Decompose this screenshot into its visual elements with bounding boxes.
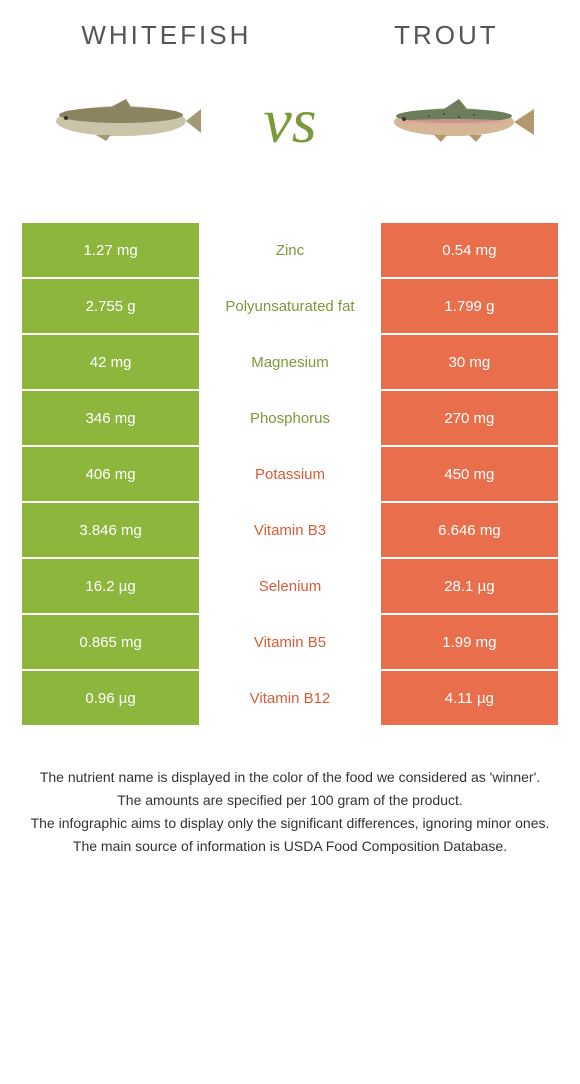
table-row: 406 mgPotassium450 mg bbox=[21, 446, 559, 502]
nutrient-name: Vitamin B5 bbox=[200, 614, 380, 670]
right-value: 30 mg bbox=[380, 334, 559, 390]
right-value: 0.54 mg bbox=[380, 222, 559, 278]
table-row: 0.865 mgVitamin B51.99 mg bbox=[21, 614, 559, 670]
left-value: 0.865 mg bbox=[21, 614, 200, 670]
table-row: 3.846 mgVitamin B36.646 mg bbox=[21, 502, 559, 558]
nutrient-name: Vitamin B3 bbox=[200, 502, 380, 558]
table-row: 16.2 µgSelenium28.1 µg bbox=[21, 558, 559, 614]
left-value: 346 mg bbox=[21, 390, 200, 446]
left-value: 1.27 mg bbox=[21, 222, 200, 278]
comparison-table: 1.27 mgZinc0.54 mg2.755 gPolyunsaturated… bbox=[20, 221, 560, 727]
footer-line-2: The amounts are specified per 100 gram o… bbox=[20, 790, 560, 811]
nutrient-name: Vitamin B12 bbox=[200, 670, 380, 726]
left-value: 2.755 g bbox=[21, 278, 200, 334]
left-title: WHITEFISH bbox=[81, 20, 251, 51]
table-row: 0.96 µgVitamin B124.11 µg bbox=[21, 670, 559, 726]
right-value: 450 mg bbox=[380, 446, 559, 502]
footer-line-1: The nutrient name is displayed in the co… bbox=[20, 767, 560, 788]
left-value: 42 mg bbox=[21, 334, 200, 390]
left-value: 406 mg bbox=[21, 446, 200, 502]
right-value: 4.11 µg bbox=[380, 670, 559, 726]
vs-text: vs bbox=[263, 84, 316, 158]
table-row: 2.755 gPolyunsaturated fat1.799 g bbox=[21, 278, 559, 334]
nutrient-name: Polyunsaturated fat bbox=[200, 278, 380, 334]
table-row: 1.27 mgZinc0.54 mg bbox=[21, 222, 559, 278]
nutrient-name: Phosphorus bbox=[200, 390, 380, 446]
right-title: TROUT bbox=[394, 20, 499, 51]
right-value: 28.1 µg bbox=[380, 558, 559, 614]
nutrient-name: Selenium bbox=[200, 558, 380, 614]
right-value: 1.99 mg bbox=[380, 614, 559, 670]
left-value: 0.96 µg bbox=[21, 670, 200, 726]
right-value: 1.799 g bbox=[380, 278, 559, 334]
table-row: 346 mgPhosphorus270 mg bbox=[21, 390, 559, 446]
left-value: 3.846 mg bbox=[21, 502, 200, 558]
right-value: 6.646 mg bbox=[380, 502, 559, 558]
table-row: 42 mgMagnesium30 mg bbox=[21, 334, 559, 390]
header: WHITEFISH TROUT bbox=[10, 20, 570, 51]
nutrient-name: Zinc bbox=[200, 222, 380, 278]
footer-text: The nutrient name is displayed in the co… bbox=[10, 767, 570, 857]
right-value: 270 mg bbox=[380, 390, 559, 446]
left-value: 16.2 µg bbox=[21, 558, 200, 614]
trout-image bbox=[379, 81, 539, 161]
footer-line-4: The main source of information is USDA F… bbox=[20, 836, 560, 857]
vs-section: vs bbox=[10, 81, 570, 161]
footer-line-3: The infographic aims to display only the… bbox=[20, 813, 560, 834]
whitefish-image bbox=[41, 81, 201, 161]
nutrient-name: Potassium bbox=[200, 446, 380, 502]
nutrient-name: Magnesium bbox=[200, 334, 380, 390]
